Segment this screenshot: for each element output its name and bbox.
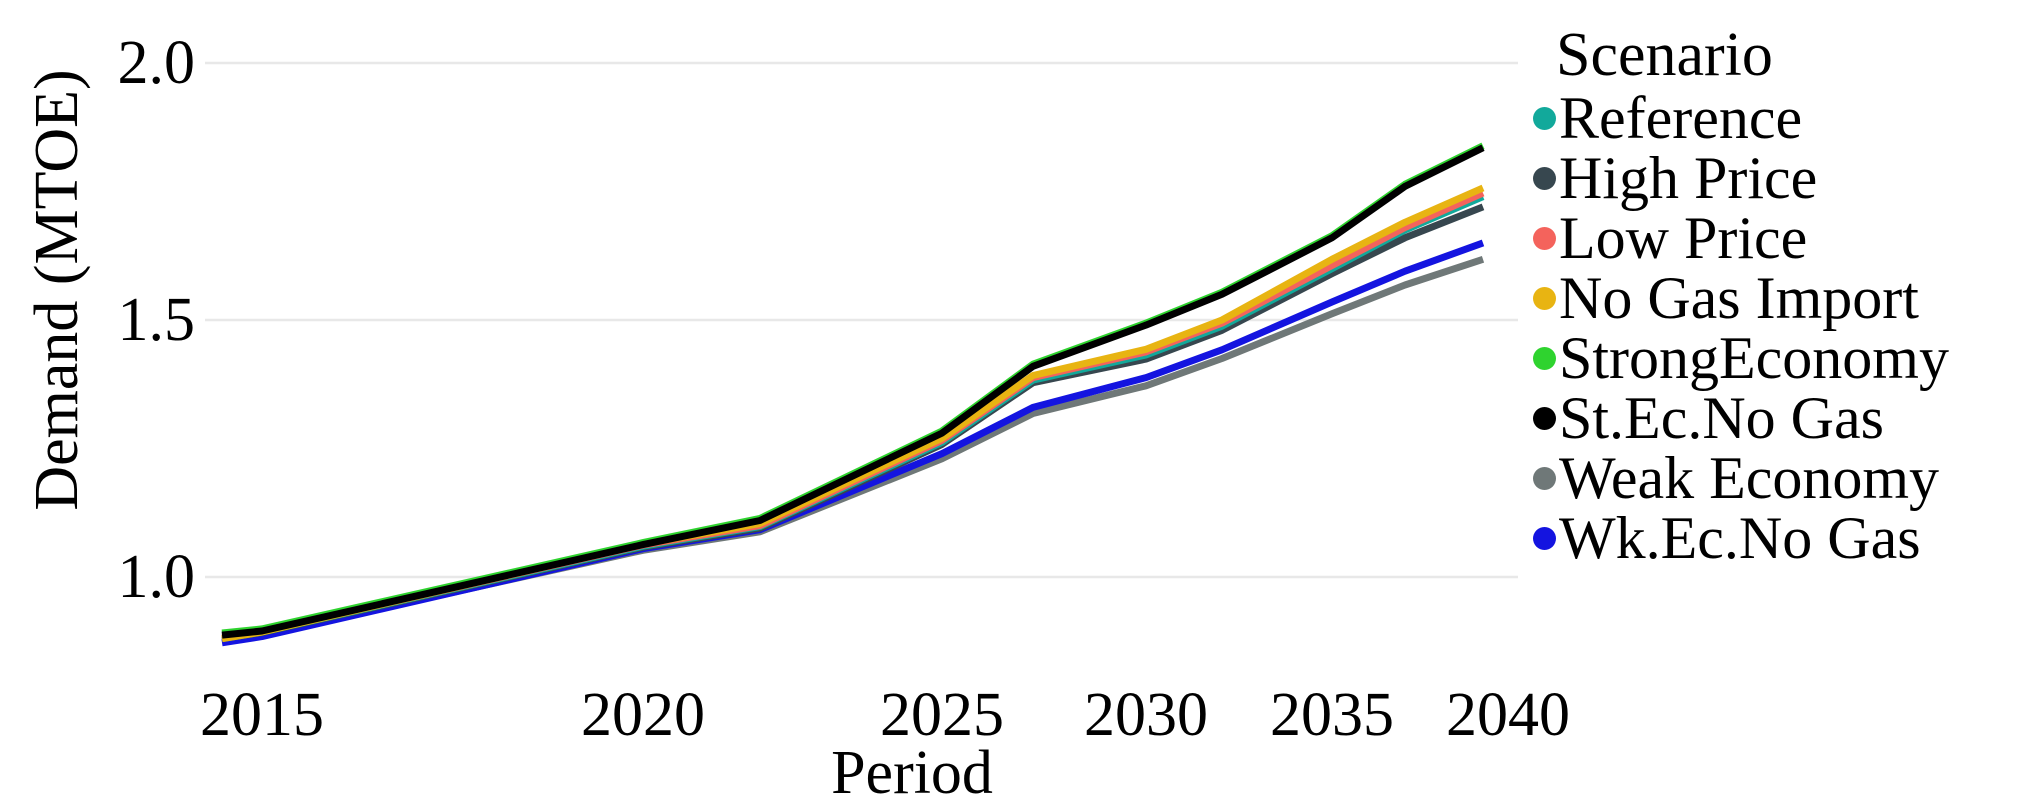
y-tick-label-2.0: 2.0: [117, 29, 196, 97]
legend-label: StrongEconomy: [1559, 325, 1949, 391]
weak-economy-color-dot-icon: [1533, 466, 1556, 490]
wk-ec-no-gas-color-dot-icon: [1533, 526, 1556, 550]
y-tick-label-1.5: 1.5: [117, 286, 196, 354]
strong-economy-color-dot-icon: [1533, 346, 1556, 370]
legend-item-no-gas-import: No Gas Import: [1528, 268, 2023, 328]
y-axis-title: Demand (MTOE): [23, 69, 91, 511]
legend-label: Reference: [1559, 85, 1803, 151]
x-tick-label-2020: 2020: [581, 681, 705, 749]
x-axis-title: Period: [831, 739, 993, 807]
legend-item-wk-ec-no-gas: Wk.Ec.No Gas: [1528, 508, 2023, 568]
legend-item-weak-economy: Weak Economy: [1528, 448, 2023, 508]
x-tick-label-2030: 2030: [1084, 681, 1208, 749]
st-ec-no-gas-color-dot-icon: [1533, 406, 1556, 430]
legend-label: St.Ec.No Gas: [1559, 385, 1884, 451]
y-tick-label-1.0: 1.0: [117, 543, 196, 611]
legend-label: Wk.Ec.No Gas: [1559, 505, 1921, 571]
legend-item-reference: Reference: [1528, 88, 2023, 148]
series-line-st-ec-no-gas: [221, 144, 1485, 639]
reference-color-dot-icon: [1533, 106, 1556, 130]
x-tick-label-2035: 2035: [1270, 681, 1394, 749]
legend-label: Low Price: [1559, 205, 1808, 271]
legend-item-low-price: Low Price: [1528, 208, 2023, 268]
legend-title: Scenario: [1556, 21, 1773, 89]
legend-label: Weak Economy: [1559, 445, 1940, 511]
series-line-reference: [221, 193, 1485, 643]
no-gas-import-color-dot-icon: [1533, 286, 1556, 310]
low-price-color-dot-icon: [1533, 226, 1556, 250]
x-tick-label-2025: 2025: [880, 681, 1004, 749]
legend: Scenario Reference High Price Low Price …: [1528, 22, 2023, 568]
high-price-color-dot-icon: [1533, 166, 1556, 190]
x-tick-label-2040: 2040: [1446, 681, 1570, 749]
legend-item-high-price: High Price: [1528, 148, 2023, 208]
x-tick-label-2015: 2015: [200, 681, 324, 749]
legend-item-st-ec-no-gas: St.Ec.No Gas: [1528, 388, 2023, 448]
legend-item-strong-economy: StrongEconomy: [1528, 328, 2023, 388]
series-line-strongeconomy: [221, 142, 1485, 637]
legend-label: High Price: [1559, 145, 1818, 211]
legend-label: No Gas Import: [1559, 265, 1919, 331]
series-line-high-price: [221, 203, 1485, 643]
series-line-wk-ec-no-gas: [221, 239, 1485, 647]
